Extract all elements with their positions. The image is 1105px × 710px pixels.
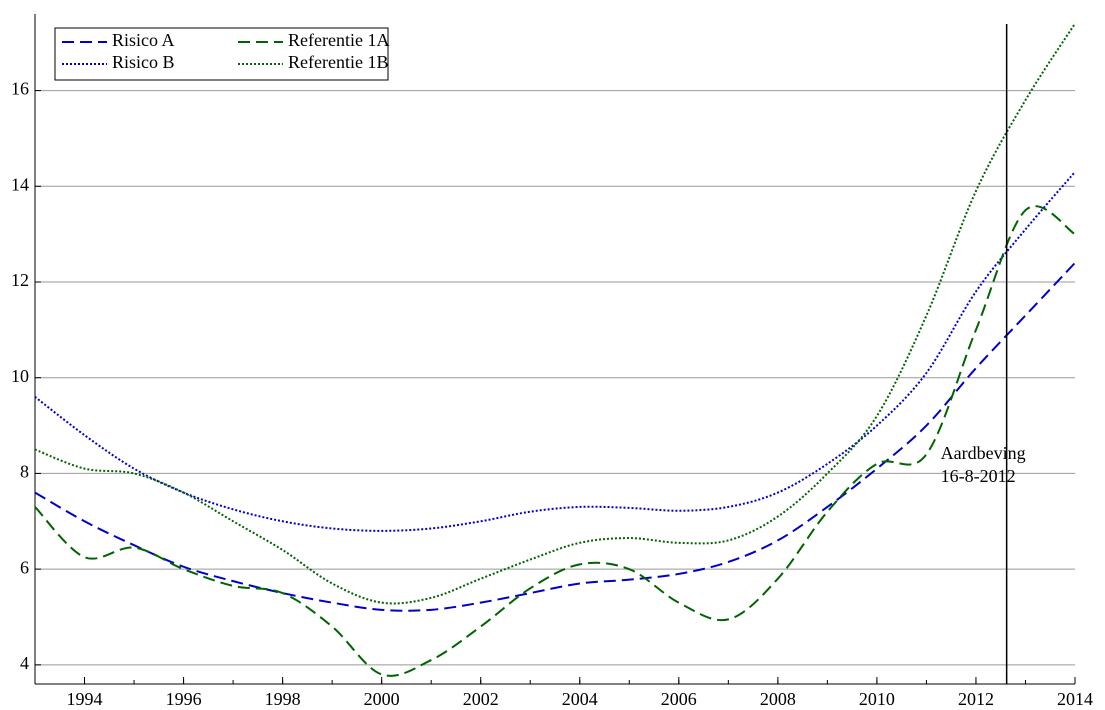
- legend-label: Referentie 1B: [288, 52, 388, 72]
- legend-label: Risico A: [112, 30, 175, 50]
- x-tick-label: 2012: [958, 689, 994, 709]
- y-tick-label: 10: [11, 366, 29, 386]
- legend-label: Risico B: [112, 52, 175, 72]
- x-tick-label: 2010: [859, 689, 895, 709]
- y-tick-label: 16: [11, 79, 29, 99]
- annotation-text: 16-8-2012: [941, 466, 1016, 486]
- legend-label: Referentie 1A: [288, 30, 389, 50]
- series-line: [34, 171, 1076, 532]
- x-tick-label: 2004: [562, 689, 598, 709]
- x-tick-label: 2002: [463, 689, 499, 709]
- series-line: [34, 262, 1076, 612]
- x-tick-label: 2000: [364, 689, 400, 709]
- x-tick-label: 1996: [166, 689, 202, 709]
- y-tick-label: 4: [20, 653, 29, 673]
- annotation-text: Aardbeving: [941, 443, 1026, 463]
- x-tick-label: 1998: [265, 689, 301, 709]
- y-tick-label: 6: [20, 557, 29, 577]
- x-tick-label: 2014: [1057, 689, 1093, 709]
- y-tick-label: 12: [11, 270, 29, 290]
- legend-box: [54, 27, 389, 81]
- x-tick-label: 2006: [661, 689, 697, 709]
- y-tick-label: 14: [11, 174, 29, 194]
- y-tick-label: 8: [20, 462, 29, 482]
- series-line: [34, 205, 1076, 677]
- x-tick-label: 1994: [67, 689, 103, 709]
- x-tick-label: 2008: [760, 689, 796, 709]
- series-line: [34, 23, 1076, 605]
